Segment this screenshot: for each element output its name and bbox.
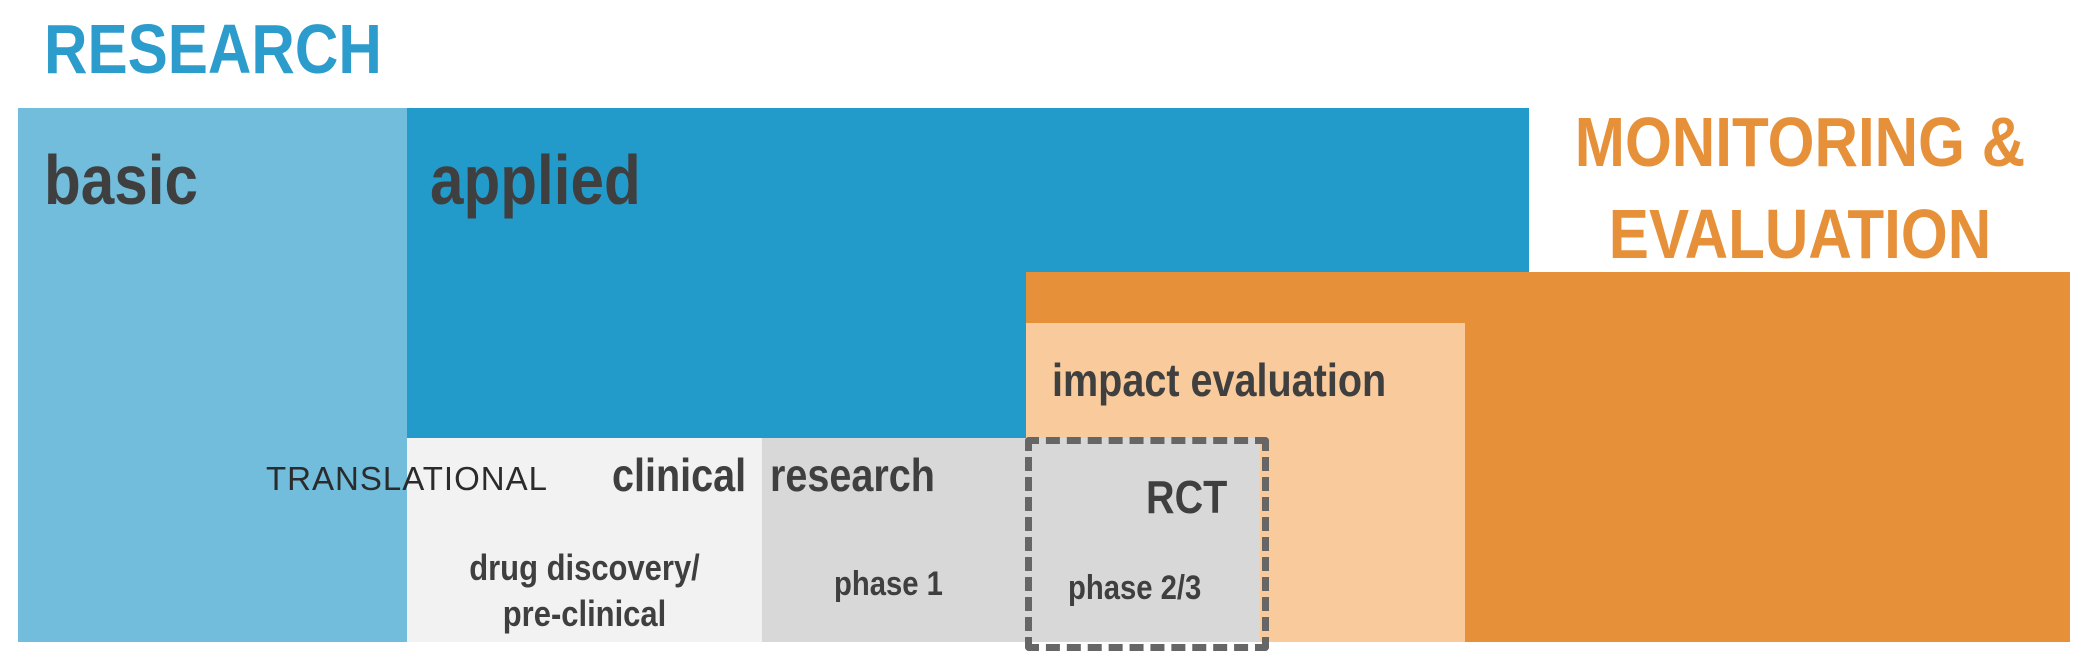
monitoring-evaluation-heading-line2: EVALUATION: [1608, 195, 1992, 273]
drug-discovery-label: drug discovery/ pre-clinical: [432, 545, 737, 637]
translational-label: TRANSLATIONAL: [266, 460, 548, 497]
clinical-research-label: research: [770, 449, 935, 501]
clinical-label: clinical: [612, 449, 747, 501]
impact-evaluation-label: impact evaluation: [1052, 354, 1387, 406]
applied-label: applied: [430, 141, 641, 219]
drug-discovery-label-line2: pre-clinical: [502, 593, 667, 634]
clinical-research-overlap-block: [1026, 438, 1260, 642]
monitoring-evaluation-heading: MONITORING & EVALUATION: [1568, 96, 2032, 280]
basic-label: basic: [44, 141, 198, 219]
drug-discovery-block: [407, 438, 762, 642]
clinical-research-block: [762, 438, 1026, 642]
rct-label: RCT: [1146, 471, 1228, 523]
monitoring-evaluation-heading-line1: MONITORING &: [1574, 103, 2026, 181]
basic-research-block: [18, 108, 407, 642]
drug-discovery-label-line1: drug discovery/: [469, 547, 700, 588]
phase-1-label: phase 1: [834, 565, 943, 603]
rct-dashed-box: [1025, 437, 1269, 651]
phase-2-3-label: phase 2/3: [1068, 569, 1202, 607]
research-heading: RESEARCH: [44, 10, 382, 88]
